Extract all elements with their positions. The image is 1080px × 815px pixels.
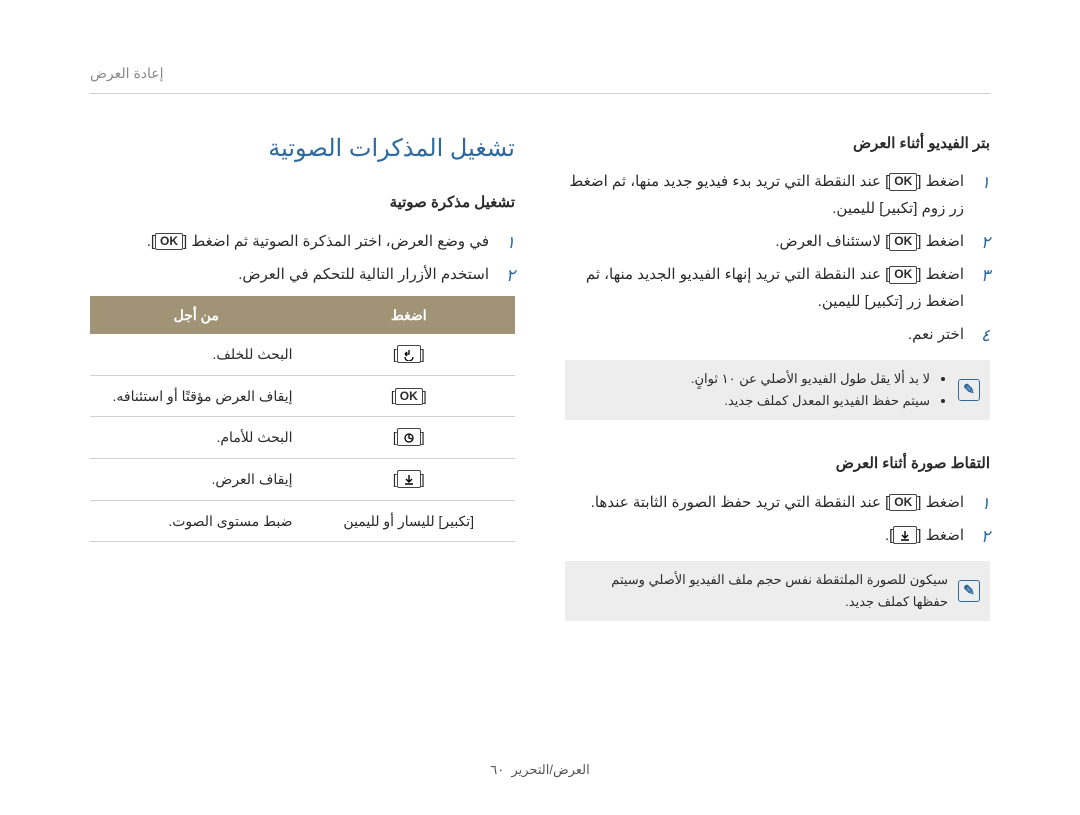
page-footer: العرض/التحرير ٦٠: [0, 758, 1080, 783]
desc-cell: إيقاف العرض مؤقتًا أو استئنافه.: [90, 375, 303, 417]
step-2: ٢ استخدم الأزرار التالية للتحكم في العرض…: [90, 261, 515, 288]
step-text: في وضع العرض، اختر المذكرة الصوتية ثم اض…: [187, 233, 489, 250]
ok-button-icon: OK: [889, 173, 917, 191]
trim-video-heading: بتر الفيديو أثناء العرض: [565, 130, 990, 159]
note-icon: ✎: [958, 580, 980, 602]
forward-icon: [397, 428, 421, 446]
step-prefix: اضغط: [921, 266, 964, 283]
table-header-purpose: من أجل: [90, 296, 303, 335]
press-cell: []: [303, 334, 516, 375]
footer-text: العرض/التحرير: [512, 762, 590, 777]
table-header-press: اضغط: [303, 296, 516, 335]
voice-memo-steps: ١ في وضع العرض، اختر المذكرة الصوتية ثم …: [90, 228, 515, 288]
table-row: [] البحث للخلف.: [90, 334, 515, 375]
step-text: اختر نعم.: [908, 326, 964, 343]
ok-button-icon: OK: [395, 388, 423, 406]
play-voice-memo-heading: تشغيل مذكرة صوتية: [90, 189, 515, 218]
desc-cell: البحث للأمام.: [90, 417, 303, 459]
left-column: تشغيل المذكرات الصوتية تشغيل مذكرة صوتية…: [90, 122, 515, 621]
rewind-icon: [397, 345, 421, 363]
content-columns: بتر الفيديو أثناء العرض ١ اضغط [OK] عند …: [90, 122, 990, 621]
ok-button-icon: OK: [889, 494, 917, 512]
step-text: لاستئناف العرض.: [775, 233, 881, 250]
trim-note-box: ✎ لا بد ألا يقل طول الفيديو الأصلي عن ١٠…: [565, 360, 990, 420]
step-text: عند النقطة التي تريد حفظ الصورة الثابتة …: [591, 494, 881, 511]
capture-down-icon: [893, 526, 917, 544]
step-2: ٢ اضغط [].: [565, 522, 990, 549]
trim-notes-list: لا بد ألا يقل طول الفيديو الأصلي عن ١٠ ث…: [691, 368, 948, 412]
step-prefix: اضغط: [921, 494, 964, 511]
stop-icon: [397, 470, 421, 488]
step-text: اضغط: [921, 527, 964, 544]
capture-note-box: ✎ سيكون للصورة الملتقطة نفس حجم ملف الفي…: [565, 561, 990, 621]
table-row: [OK] إيقاف العرض مؤقتًا أو استئنافه.: [90, 375, 515, 417]
capture-image-heading: التقاط صورة أثناء العرض: [565, 450, 990, 479]
note-icon: ✎: [958, 379, 980, 401]
step-prefix: اضغط: [921, 173, 964, 190]
desc-cell: إيقاف العرض.: [90, 459, 303, 501]
desc-cell: البحث للخلف.: [90, 334, 303, 375]
step-2: ٢ اضغط [OK] لاستئناف العرض.: [565, 228, 990, 255]
ok-button-icon: OK: [889, 233, 917, 251]
voice-memos-title: تشغيل المذكرات الصوتية: [90, 126, 515, 172]
ok-button-icon: OK: [155, 233, 183, 251]
trim-video-steps: ١ اضغط [OK] عند النقطة التي تريد بدء فيد…: [565, 168, 990, 348]
step-1: ١ اضغط [OK] عند النقطة التي تريد حفظ الص…: [565, 489, 990, 516]
note-item: لا بد ألا يقل طول الفيديو الأصلي عن ١٠ ث…: [691, 368, 930, 390]
desc-cell: ضبط مستوى الصوت.: [90, 500, 303, 542]
step-1: ١ في وضع العرض، اختر المذكرة الصوتية ثم …: [90, 228, 515, 255]
table-row: [] البحث للأمام.: [90, 417, 515, 459]
press-cell: []: [303, 417, 516, 459]
ok-button-icon: OK: [889, 266, 917, 284]
step-text: استخدم الأزرار التالية للتحكم في العرض.: [238, 266, 489, 283]
press-cell: []: [303, 459, 516, 501]
step-3: ٣ اضغط [OK] عند النقطة التي تريد إنهاء ا…: [565, 261, 990, 315]
note-item: سيتم حفظ الفيديو المعدل كملف جديد.: [691, 390, 930, 412]
step-1: ١ اضغط [OK] عند النقطة التي تريد بدء فيد…: [565, 168, 990, 222]
table-row: [تكبير] لليسار أو لليمين ضبط مستوى الصوت…: [90, 500, 515, 542]
note-text: سيكون للصورة الملتقطة نفس حجم ملف الفيدي…: [575, 569, 948, 613]
controls-table: اضغط من أجل [] البحث للخلف. [OK] إيقاف ا…: [90, 296, 515, 543]
breadcrumb: إعادة العرض: [90, 60, 990, 94]
step-4: ٤ اختر نعم.: [565, 321, 990, 348]
press-cell: [OK]: [303, 375, 516, 417]
press-cell: [تكبير] لليسار أو لليمين: [303, 500, 516, 542]
page-number: ٦٠: [490, 762, 504, 777]
right-column: بتر الفيديو أثناء العرض ١ اضغط [OK] عند …: [565, 122, 990, 621]
table-row: [] إيقاف العرض.: [90, 459, 515, 501]
capture-image-steps: ١ اضغط [OK] عند النقطة التي تريد حفظ الص…: [565, 489, 990, 549]
step-prefix: اضغط: [921, 233, 964, 250]
